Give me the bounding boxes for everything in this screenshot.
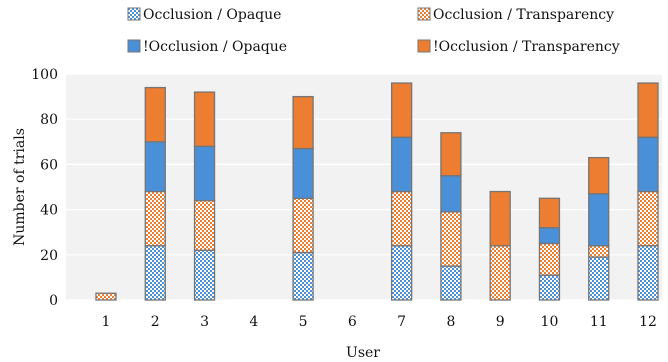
bar-segment (144, 245, 166, 301)
legend-swatch (417, 39, 431, 53)
x-axis-ticks: 1 2 3 4 5 6 7 8 9 10 11 12 (102, 314, 657, 330)
x-tick-label: 8 (446, 314, 455, 330)
x-tick-label: 10 (541, 314, 559, 330)
bar-segment (440, 211, 462, 267)
bar-segment (144, 86, 166, 143)
bar-segment (390, 190, 413, 247)
y-axis-label: Number of trials (12, 128, 28, 246)
bar-segment (538, 227, 561, 245)
bar-segment (292, 95, 314, 150)
x-tick-label: 3 (200, 314, 209, 330)
y-tick-label: 0 (49, 293, 58, 309)
legend-swatch (127, 7, 141, 21)
bar-segment (637, 82, 659, 138)
bar-segment (144, 141, 166, 193)
legend-swatch (127, 39, 141, 53)
bar-segment (390, 136, 413, 193)
bar-segment (489, 245, 511, 301)
legend-label: !Occlusion / Transparency (433, 39, 620, 55)
x-tick-label: 6 (348, 314, 357, 330)
bar-segment (588, 245, 610, 258)
bar-segment (637, 190, 659, 247)
bar-segment (440, 265, 462, 301)
bar-segment (95, 292, 117, 301)
bars (95, 82, 659, 301)
x-tick-label: 5 (299, 314, 308, 330)
y-axis-ticks: 0 20 40 60 80 100 (31, 67, 58, 309)
bar-segment (440, 132, 462, 177)
x-tick-label: 7 (397, 314, 406, 330)
bar-segment (588, 256, 610, 301)
bar-segment (390, 82, 413, 138)
y-tick-label: 20 (40, 248, 58, 264)
bar-segment (637, 245, 659, 301)
bar-segment (538, 197, 561, 229)
x-tick-label: 11 (590, 314, 608, 330)
x-tick-label: 1 (102, 314, 111, 330)
x-tick-label: 12 (639, 314, 657, 330)
y-tick-label: 100 (31, 67, 58, 83)
bar-segment (144, 190, 166, 247)
bar-segment (637, 136, 659, 193)
bar-segment (390, 245, 413, 301)
bar-segment (193, 249, 216, 301)
x-axis-label: User (346, 345, 380, 361)
y-tick-label: 40 (40, 203, 58, 219)
legend-swatch (417, 7, 431, 21)
legend: Occlusion / Opaque Occlusion / Transparen… (127, 7, 620, 55)
y-tick-label: 60 (40, 157, 58, 173)
bar-segment (588, 193, 610, 247)
bar-segment (292, 251, 314, 301)
legend-label: Occlusion / Transparency (433, 7, 614, 23)
bar-segment (193, 91, 216, 147)
bar-segment (538, 242, 561, 276)
x-tick-label: 9 (496, 314, 505, 330)
bar-segment (193, 145, 216, 202)
bar-segment (489, 190, 511, 247)
bar-segment (588, 156, 610, 195)
bar-segment (440, 175, 462, 213)
y-tick-label: 80 (40, 112, 58, 128)
x-tick-label: 4 (249, 314, 258, 330)
legend-label: !Occlusion / Opaque (143, 39, 287, 55)
legend-label: Occlusion / Opaque (143, 7, 281, 23)
x-tick-label: 2 (151, 314, 160, 330)
bar-segment (538, 274, 561, 301)
bar-segment (193, 199, 216, 251)
bar-segment (292, 147, 314, 199)
bar-segment (292, 197, 314, 254)
